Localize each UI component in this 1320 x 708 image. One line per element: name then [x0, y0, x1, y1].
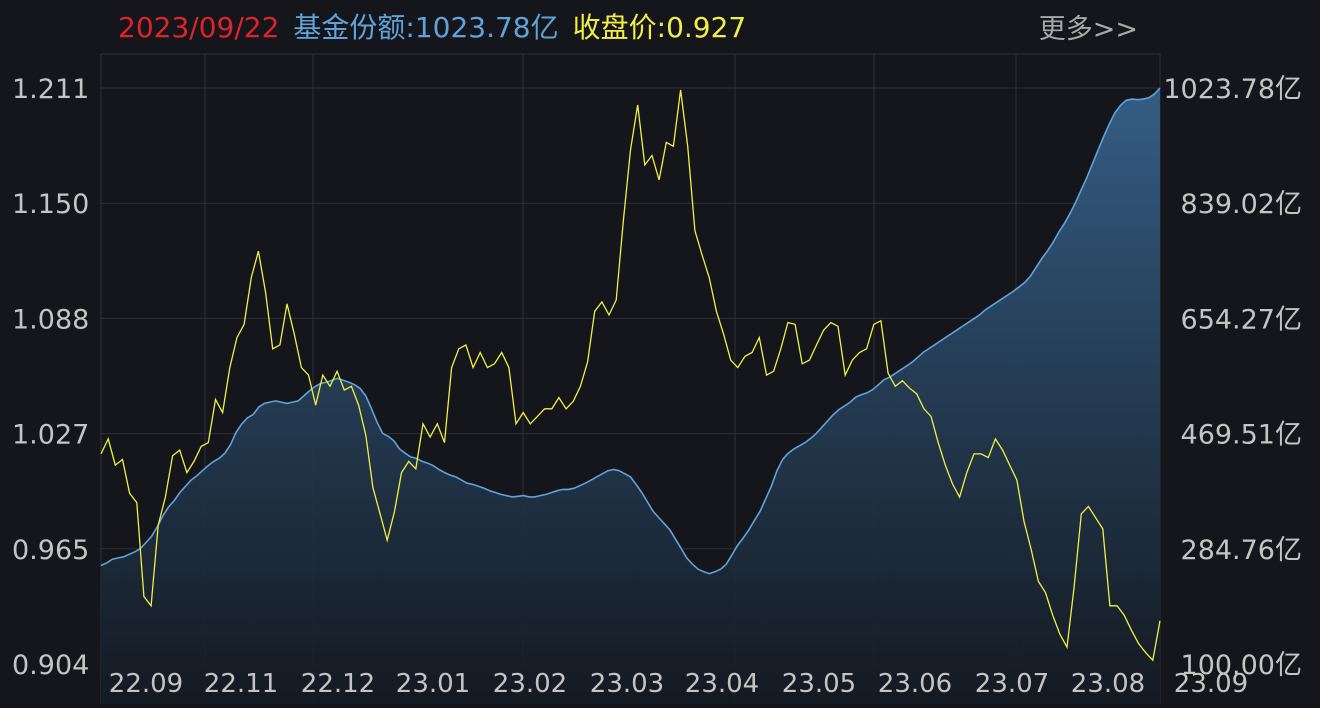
- date-label: 2023/09/22: [118, 11, 280, 44]
- price-series: [100, 89, 1161, 662]
- x-tick-label: 23.05: [782, 669, 856, 699]
- left-tick-label: 0.904: [12, 650, 89, 681]
- close-title: 收盘价:0.927: [573, 11, 747, 44]
- right-tick-label: 839.02亿: [1181, 189, 1302, 220]
- share-area: [100, 87, 1161, 704]
- x-tick-label: 23.01: [396, 669, 470, 699]
- share-title: 基金份额:1023.78亿: [293, 11, 558, 44]
- x-tick-label: 23.09: [1174, 669, 1248, 699]
- close-value: 0.927: [666, 11, 747, 44]
- left-tick-label: 1.211: [12, 74, 89, 105]
- more-button[interactable]: 更多>>: [1038, 14, 1138, 45]
- left-axis: 1.211 1.150 1.088 1.027 0.965 0.904: [12, 74, 89, 681]
- x-tick-label: 22.12: [301, 669, 375, 699]
- x-tick-label: 23.06: [878, 669, 952, 699]
- left-tick-label: 1.027: [12, 420, 89, 451]
- x-tick-label: 23.07: [975, 669, 1049, 699]
- right-tick-label: 469.51亿: [1181, 420, 1302, 451]
- share-label: 基金份额:: [293, 11, 415, 44]
- x-tick-label: 22.11: [204, 669, 278, 699]
- share-value: 1023.78亿: [414, 11, 559, 44]
- left-tick-label: 1.150: [12, 189, 89, 220]
- chart-header: 2023/09/22 基金份额:1023.78亿 收盘价:0.927: [118, 8, 760, 48]
- right-tick-label: 1023.78亿: [1163, 74, 1302, 105]
- close-label: 收盘价:: [572, 11, 667, 44]
- x-tick-label: 22.09: [109, 669, 183, 699]
- share-line: [100, 87, 1161, 575]
- x-axis: 22.09 22.11 22.12 23.01 23.02 23.03 23.04 23.05…: [109, 669, 1248, 699]
- right-tick-label: 654.27亿: [1181, 304, 1302, 335]
- left-tick-label: 0.965: [12, 535, 89, 566]
- right-tick-label: 100.00亿: [1181, 650, 1302, 681]
- right-axis: 1023.78亿 839.02亿 654.27亿 469.51亿 284.76亿 100.…: [1163, 74, 1302, 681]
- price-line: [100, 89, 1161, 662]
- x-tick-label: 23.03: [590, 669, 664, 699]
- x-tick-label: 23.02: [493, 669, 567, 699]
- x-tick-label: 23.04: [685, 669, 759, 699]
- left-tick-label: 1.088: [12, 304, 89, 335]
- right-tick-label: 284.76亿: [1181, 535, 1302, 566]
- share-area-fill: [101, 88, 1160, 704]
- x-tick-label: 23.08: [1071, 669, 1145, 699]
